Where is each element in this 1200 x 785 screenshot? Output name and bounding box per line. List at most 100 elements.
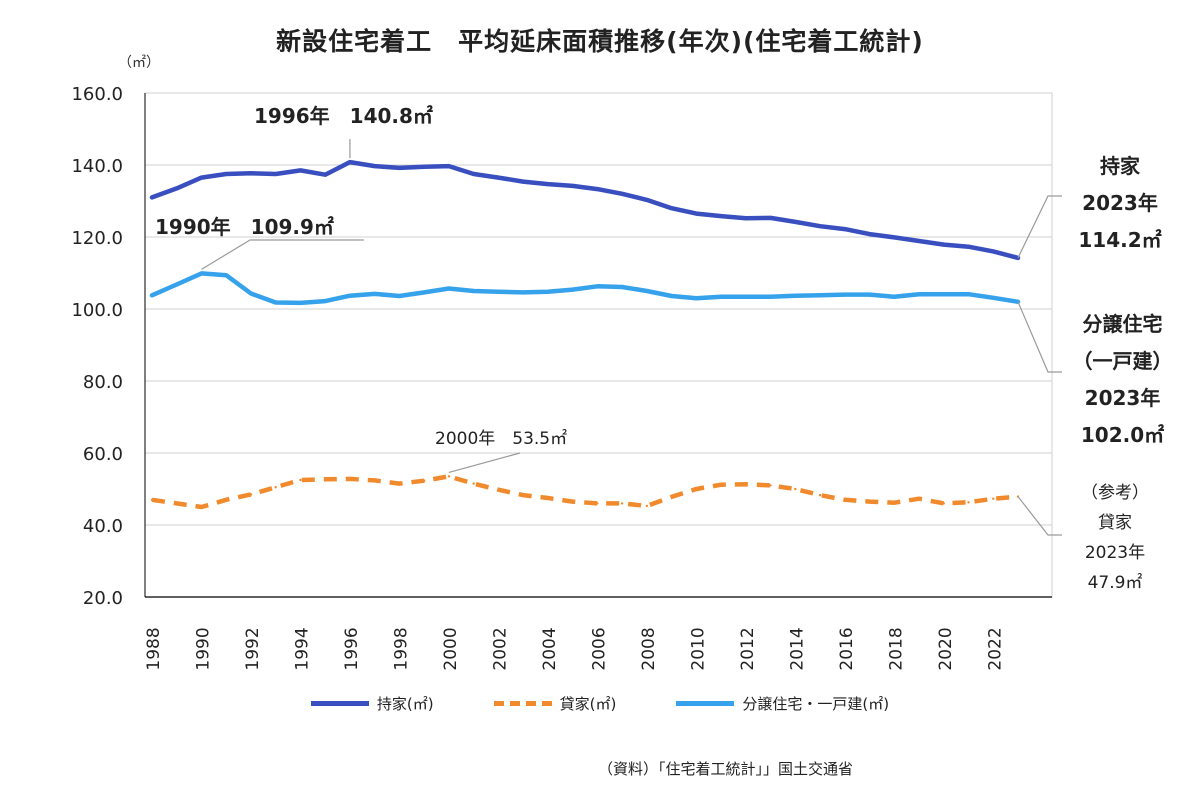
data-point-sales	[620, 285, 624, 289]
data-point-rental	[794, 487, 797, 491]
data-point-owned	[843, 227, 846, 231]
data-point-sales	[398, 294, 401, 298]
data-point-sales	[794, 294, 797, 297]
data-point-rental	[521, 493, 525, 497]
x-tick-label: 2016	[837, 627, 857, 670]
x-tick-label: 2022	[985, 627, 1005, 670]
data-point-sales	[225, 273, 228, 277]
y-tick-label: 40.0	[83, 516, 123, 537]
data-point-owned	[695, 212, 698, 215]
x-tick-label: 2014	[787, 627, 807, 670]
data-point-owned	[942, 243, 945, 246]
data-point-owned	[324, 173, 327, 176]
owned-peak-annotation: 1996年 140.8㎡	[254, 104, 433, 128]
data-point-rental	[596, 502, 599, 505]
rental-label-name: 貸家	[1098, 513, 1132, 533]
legend-label-sales: 分譲住宅・一戸建(㎡)	[742, 695, 890, 713]
data-point-rental	[645, 504, 649, 508]
data-point-owned	[571, 184, 574, 188]
data-point-owned	[150, 196, 154, 199]
data-point-owned	[645, 198, 649, 202]
data-point-rental	[472, 482, 475, 485]
data-point-rental	[175, 502, 178, 505]
data-point-owned	[398, 166, 401, 170]
data-point-owned	[200, 176, 203, 179]
x-tick-label: 2010	[688, 627, 708, 670]
data-point-rental	[695, 487, 698, 491]
data-point-owned	[794, 220, 797, 224]
data-point-rental	[967, 501, 970, 504]
data-point-rental	[942, 502, 945, 505]
rental-peak-leader	[448, 452, 521, 473]
data-point-rental	[249, 493, 253, 496]
owned-2023-label: 持家 2023年 114.2㎡	[1060, 148, 1180, 259]
data-point-sales	[868, 293, 871, 296]
x-tick-label: 1998	[391, 627, 411, 670]
data-point-sales	[843, 293, 846, 296]
data-point-owned	[348, 160, 352, 164]
data-point-rental	[719, 483, 723, 486]
legend-item-sales: 分譲住宅・一戸建(㎡)	[676, 693, 889, 714]
data-point-sales	[645, 289, 649, 293]
owned-2023-leader	[1017, 195, 1062, 259]
rental-label-note: （参考）	[1081, 483, 1149, 503]
data-point-owned	[596, 187, 599, 191]
data-point-sales	[546, 290, 550, 293]
data-point-sales	[299, 301, 302, 305]
data-point-sales	[472, 289, 475, 293]
legend-swatch-sales	[676, 701, 735, 706]
data-point-owned	[893, 236, 896, 239]
legend-label-rental: 貸家(㎡)	[559, 695, 617, 713]
data-point-owned	[719, 214, 723, 218]
y-tick-label: 60.0	[83, 444, 123, 465]
x-tick-label: 2012	[738, 627, 758, 670]
data-point-sales	[992, 296, 995, 300]
data-point-sales	[324, 299, 327, 303]
data-point-rental	[398, 482, 401, 485]
legend-item-owned: 持家(㎡)	[310, 693, 434, 714]
data-point-sales	[571, 288, 574, 291]
data-point-rental	[620, 502, 624, 505]
data-point-owned	[225, 172, 228, 176]
data-point-sales	[596, 285, 599, 288]
sales-label-value: 102.0㎡	[1080, 423, 1165, 447]
data-point-rental	[373, 479, 376, 482]
data-point-rental	[225, 498, 228, 501]
y-tick-label: 120.0	[71, 228, 123, 249]
data-point-rental	[447, 475, 451, 478]
data-point-sales	[422, 291, 426, 294]
y-tick-label: 100.0	[71, 300, 123, 321]
data-point-owned	[546, 182, 550, 186]
x-tick-label: 2008	[639, 627, 659, 670]
source-note: （資料）「住宅着工統計」」国土交通省	[598, 760, 854, 778]
data-point-sales	[967, 293, 970, 296]
data-point-owned	[917, 239, 921, 243]
data-point-rental	[422, 479, 426, 482]
data-point-owned	[299, 169, 302, 172]
data-point-owned	[249, 172, 253, 175]
data-point-owned	[274, 172, 277, 176]
chart-title: 新設住宅着工 平均延床面積推移(年次)(住宅着工統計)	[276, 27, 924, 56]
data-point-sales	[744, 295, 748, 298]
data-point-rental	[744, 483, 748, 486]
data-point-owned	[472, 172, 475, 176]
y-tick-label: 80.0	[83, 372, 123, 393]
data-point-rental	[324, 478, 327, 481]
x-tick-label: 2002	[490, 627, 510, 670]
x-tick-label: 1994	[292, 627, 312, 670]
plot-frame	[144, 92, 1053, 598]
y-axis-unit: （㎡）	[118, 55, 160, 71]
data-point-rental	[571, 500, 574, 503]
legend-label-owned: 持家(㎡)	[376, 695, 434, 713]
sales-label-year: 2023年	[1084, 386, 1161, 410]
rental-2023-label: （参考） 貸家 2023年 47.9㎡	[1060, 478, 1170, 598]
rental-label-year: 2023年	[1084, 543, 1146, 563]
data-point-rental	[992, 497, 995, 500]
data-point-rental	[150, 498, 154, 501]
x-tick-label: 2004	[540, 627, 560, 670]
sales-peak-annotation: 1990年 109.9㎡	[155, 215, 334, 239]
data-point-sales	[274, 301, 277, 304]
data-point-sales	[719, 295, 723, 298]
data-point-sales	[249, 292, 253, 295]
